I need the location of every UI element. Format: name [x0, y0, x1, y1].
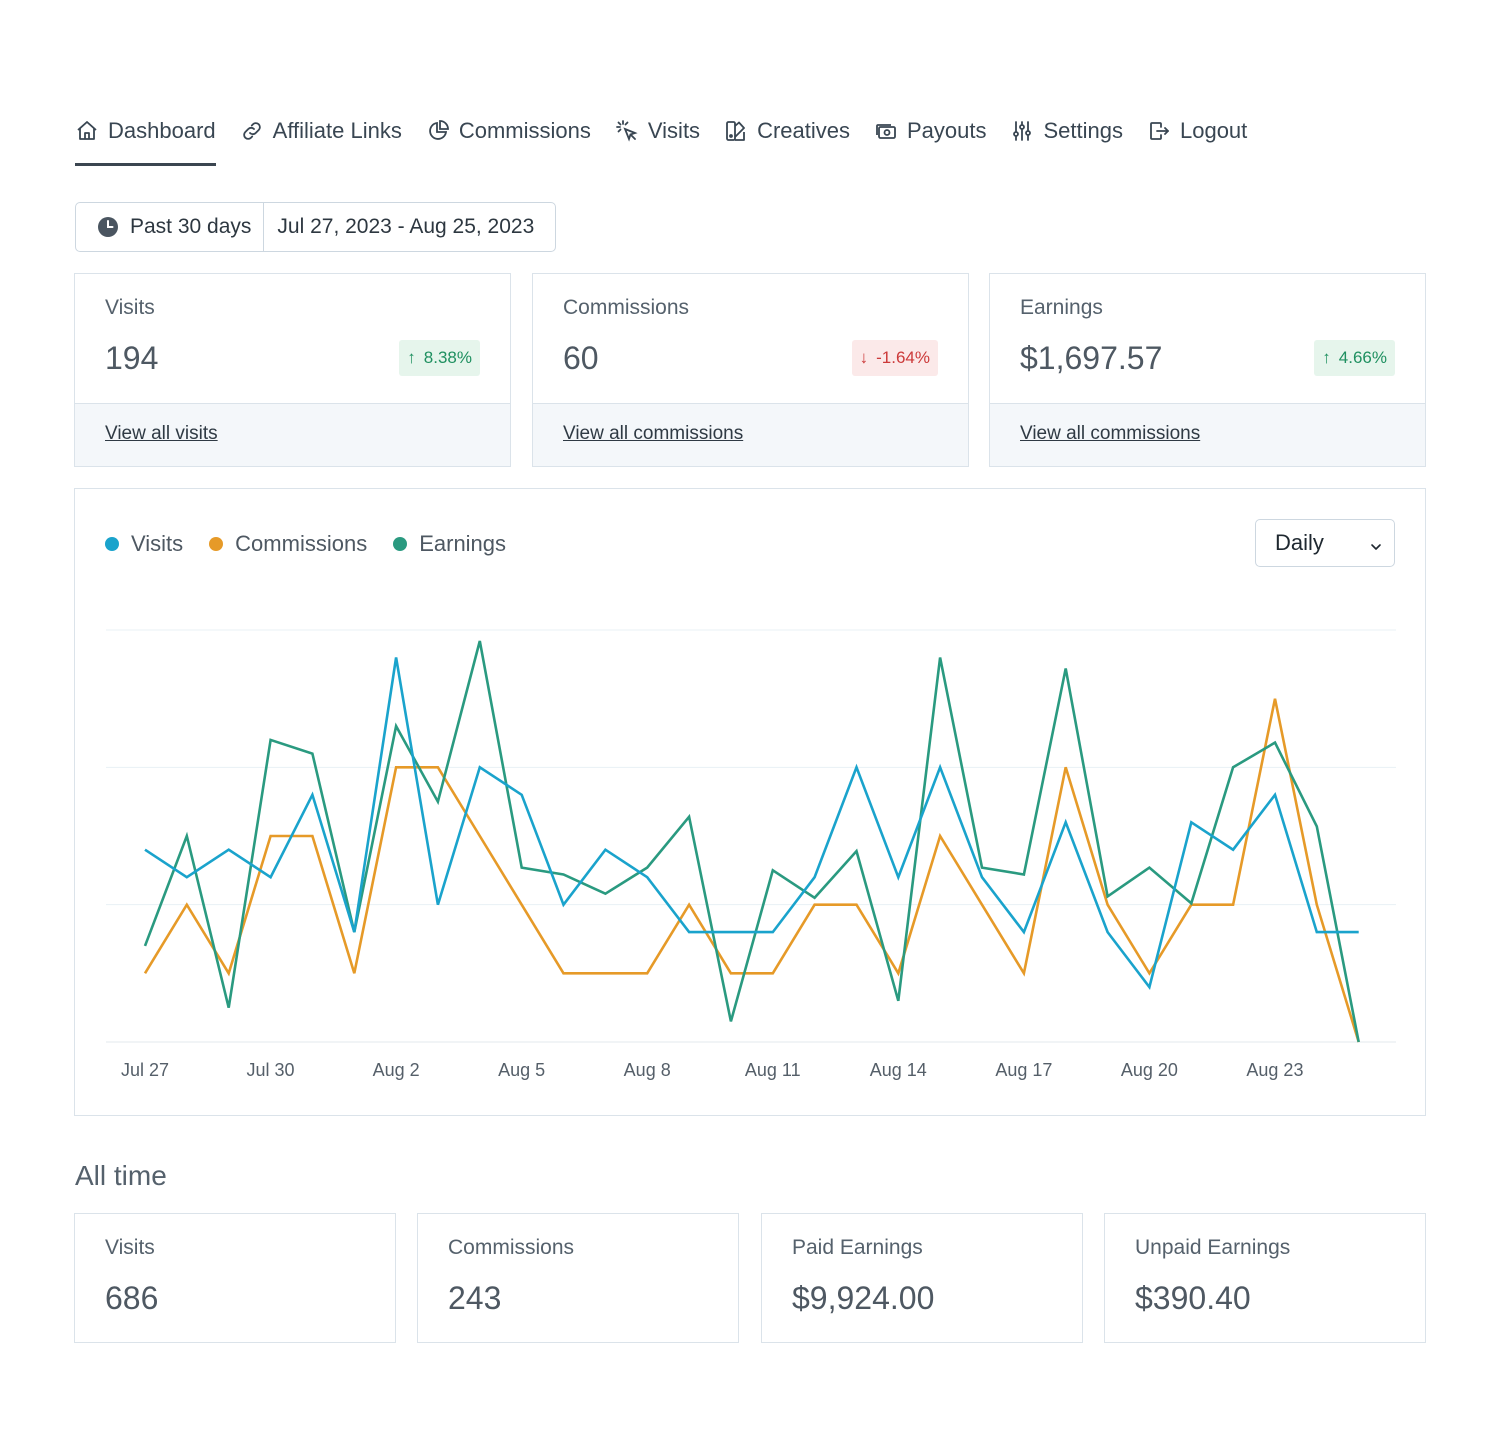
- logout-icon: [1147, 119, 1171, 143]
- stat-label: Unpaid Earnings: [1135, 1236, 1291, 1259]
- nav-creatives[interactable]: Creatives: [724, 112, 850, 166]
- x-tick-label: Aug 14: [870, 1060, 927, 1080]
- legend-label: Earnings: [419, 531, 507, 556]
- stat-value: 686: [105, 1280, 159, 1316]
- nav-payouts-label: Payouts: [906, 118, 987, 143]
- x-tick-label: Aug 20: [1121, 1060, 1178, 1080]
- nav-settings[interactable]: Settings: [1010, 112, 1123, 166]
- x-tick-label: Aug 17: [995, 1060, 1052, 1080]
- nav-dashboard-label: Dashboard: [108, 118, 216, 143]
- stat-label: Visits: [105, 296, 155, 319]
- change-badge: ↓ -1.64%: [851, 340, 938, 376]
- change-badge: ↑ 4.66%: [1314, 340, 1395, 376]
- nav-logout-label: Logout: [1179, 118, 1248, 143]
- cursor-click-icon: [615, 119, 639, 143]
- view-all-earnings-commissions-link[interactable]: View all commissions: [1020, 423, 1201, 444]
- x-tick-label: Jul 27: [121, 1060, 169, 1080]
- stat-label: Visits: [105, 1236, 155, 1259]
- card-footer: View all commissions: [533, 403, 968, 466]
- change-badge: ↑ 8.38%: [399, 340, 480, 376]
- stat-value: $1,697.57: [1020, 340, 1163, 376]
- legend-dot: [393, 537, 408, 551]
- date-preset-label: Past 30 days: [130, 215, 252, 238]
- x-tick-label: Aug 23: [1246, 1060, 1303, 1080]
- stat-label: Commissions: [448, 1236, 575, 1259]
- chart-card: Jul 27 Jul 30 Aug 2 Aug 5 Aug 8 Aug 11 Aug 14 A…: [74, 488, 1426, 1116]
- stat-card-commissions: Commissions 60 ↓ -1.64% View all commiss…: [532, 273, 969, 467]
- view-all-commissions-link[interactable]: View all commissions: [563, 423, 744, 444]
- interval-value: Daily: [1275, 530, 1324, 555]
- stat-label: Earnings: [1020, 296, 1103, 319]
- series-line-visits: [144, 657, 1359, 991]
- nav-settings-label: Settings: [1043, 118, 1123, 143]
- clock-icon: [97, 216, 119, 238]
- all-time-card-commissions: Commissions 243: [417, 1213, 739, 1343]
- card-footer: View all commissions: [990, 403, 1425, 466]
- arrow-up-icon: ↑: [1322, 348, 1331, 367]
- series-line-commissions: [143, 698, 1360, 1043]
- nav-visits[interactable]: Visits: [615, 112, 700, 166]
- x-tick-label: Aug 2: [373, 1060, 420, 1080]
- date-range-picker[interactable]: Past 30 days Jul 27, 2023 - Aug 25, 2023: [75, 202, 556, 252]
- nav-commissions-label: Commissions: [458, 118, 591, 143]
- legend-item-earnings[interactable]: Earnings: [393, 531, 506, 557]
- legend-label: Visits: [131, 531, 184, 556]
- stat-value: 60: [563, 340, 599, 376]
- x-tick-label: Aug 5: [498, 1060, 545, 1080]
- nav-creatives-label: Creatives: [757, 118, 850, 143]
- stat-card-visits: Visits 194 ↑ 8.38% View all visits: [74, 273, 511, 467]
- stat-label: Paid Earnings: [792, 1236, 923, 1259]
- nav-dashboard[interactable]: Dashboard: [75, 112, 216, 166]
- sliders-icon: [1010, 119, 1034, 143]
- pie-chart-icon: [426, 119, 450, 143]
- stat-card-earnings: Earnings $1,697.57 ↑ 4.66% View all comm…: [989, 273, 1426, 467]
- nav-payouts[interactable]: Payouts: [874, 112, 987, 166]
- nav-affiliate-links-label: Affiliate Links: [272, 118, 402, 143]
- chevron-down-icon: [1368, 535, 1384, 551]
- legend-dot: [105, 537, 119, 551]
- all-time-heading: All time: [75, 1160, 167, 1191]
- arrow-up-icon: ↑: [407, 348, 416, 367]
- creatives-icon: [724, 119, 748, 143]
- all-time-card-visits: Visits 686: [74, 1213, 396, 1343]
- line-chart: Jul 27 Jul 30 Aug 2 Aug 5 Aug 8 Aug 11 Aug 14 A…: [106, 629, 1396, 1080]
- legend-label: Commissions: [235, 531, 368, 556]
- all-time-card-paid-earnings: Paid Earnings $9,924.00: [761, 1213, 1083, 1343]
- change-value: 8.38%: [423, 348, 472, 367]
- card-footer: View all visits: [75, 403, 510, 466]
- stat-value: $9,924.00: [792, 1280, 935, 1316]
- stat-label: Commissions: [563, 296, 690, 319]
- x-tick-label: Aug 8: [624, 1060, 671, 1080]
- x-tick-label: Aug 11: [745, 1060, 801, 1080]
- x-tick-label: Jul 30: [247, 1060, 295, 1080]
- date-preset-button[interactable]: Past 30 days: [76, 203, 265, 251]
- view-all-visits-link[interactable]: View all visits: [105, 423, 218, 444]
- interval-select[interactable]: Daily: [1255, 519, 1395, 567]
- change-value: -1.64%: [876, 348, 930, 367]
- nav-visits-label: Visits: [647, 118, 701, 143]
- nav-logout[interactable]: Logout: [1147, 112, 1247, 166]
- stat-value: 243: [448, 1280, 502, 1316]
- all-time-card-unpaid-earnings: Unpaid Earnings $390.40: [1104, 1213, 1426, 1343]
- chart-legend: Visits Commissions Earnings: [105, 531, 532, 557]
- arrow-down-icon: ↓: [859, 348, 869, 367]
- home-icon: [75, 119, 99, 143]
- main-nav: Dashboard Affiliate Links Commissions Vi…: [75, 112, 1271, 166]
- link-icon: [240, 119, 264, 143]
- nav-commissions[interactable]: Commissions: [426, 112, 591, 166]
- legend-item-commissions[interactable]: Commissions: [209, 531, 367, 557]
- change-value: 4.66%: [1338, 348, 1387, 367]
- nav-affiliate-links[interactable]: Affiliate Links: [240, 112, 402, 166]
- legend-item-visits[interactable]: Visits: [105, 531, 183, 557]
- date-range-text[interactable]: Jul 27, 2023 - Aug 25, 2023: [277, 215, 535, 238]
- legend-dot: [209, 537, 224, 551]
- stat-value: $390.40: [1135, 1280, 1251, 1316]
- series-line-earnings: [143, 640, 1360, 1043]
- cash-icon: [874, 119, 898, 143]
- stat-value: 194: [105, 340, 159, 376]
